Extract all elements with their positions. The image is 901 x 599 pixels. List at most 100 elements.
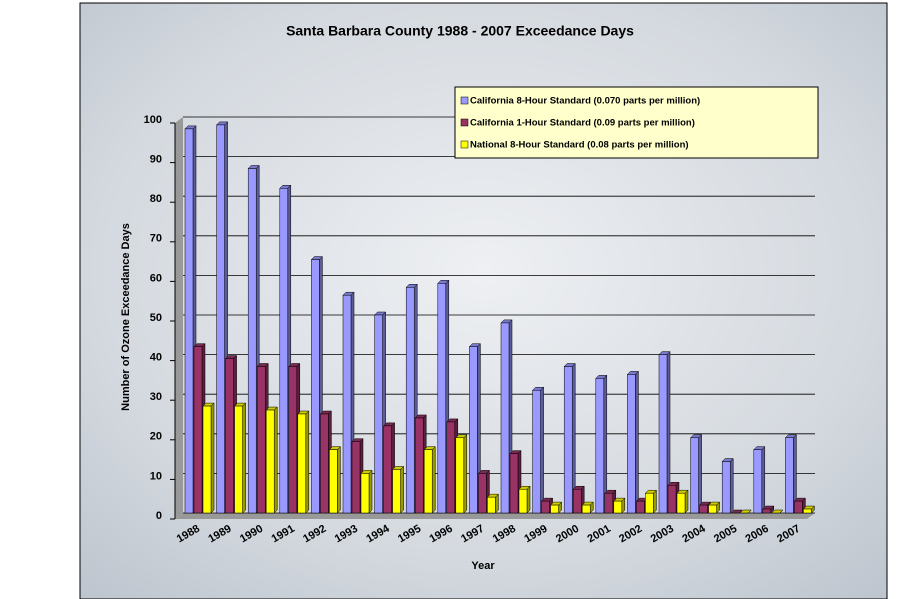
bar xyxy=(518,485,531,514)
bar-face xyxy=(803,508,812,514)
bar xyxy=(549,501,563,514)
bar-face xyxy=(684,489,689,514)
bar-face xyxy=(469,346,478,514)
bar-face xyxy=(708,504,717,514)
bar-face xyxy=(311,259,320,514)
bar-face xyxy=(526,485,531,514)
bar xyxy=(689,434,703,514)
y-tick-label: 40 xyxy=(150,352,162,364)
bar xyxy=(391,465,405,514)
legend-swatch xyxy=(460,96,469,105)
bar-face xyxy=(518,488,528,514)
bar-face xyxy=(193,346,203,514)
bar-face xyxy=(342,294,352,514)
y-tick-label: 50 xyxy=(150,312,162,324)
bar-face xyxy=(500,322,510,514)
bar-face xyxy=(730,509,743,514)
bar-face xyxy=(509,453,519,514)
y-tick-label: 30 xyxy=(150,391,162,403)
bar-face xyxy=(690,437,699,514)
bar-face xyxy=(785,437,794,514)
bar-face xyxy=(351,441,361,514)
y-tick-label: 100 xyxy=(144,114,162,126)
bar-face xyxy=(540,386,544,514)
bar-face xyxy=(446,421,456,514)
bar-face xyxy=(762,508,772,514)
bar-face xyxy=(572,488,582,514)
bar-face xyxy=(721,461,731,514)
y-tick-label: 70 xyxy=(150,233,162,245)
bar-face xyxy=(550,504,559,514)
bar xyxy=(784,434,798,514)
bar xyxy=(265,406,278,514)
bar-face xyxy=(305,410,310,514)
bar xyxy=(297,410,310,514)
bar-face xyxy=(604,492,614,514)
bar-face xyxy=(667,485,677,514)
bar-face xyxy=(794,500,803,514)
bar-face xyxy=(400,465,404,514)
bar xyxy=(771,509,784,514)
bar-face xyxy=(265,409,275,514)
y-tick-label: 10 xyxy=(150,470,162,482)
bar-face xyxy=(297,413,307,514)
bar-face xyxy=(613,500,623,514)
bar-face xyxy=(636,500,645,514)
bar-face xyxy=(653,489,657,514)
bar-face xyxy=(581,504,591,514)
legend-swatch xyxy=(460,118,469,127)
bar-face xyxy=(532,389,541,514)
y-tick-label: 80 xyxy=(150,193,162,205)
bar-face xyxy=(383,425,392,514)
bar-face xyxy=(431,446,436,514)
bar-face xyxy=(478,473,487,514)
bar xyxy=(360,469,373,514)
bar xyxy=(739,509,752,514)
bar xyxy=(753,446,766,514)
bar-face xyxy=(210,402,215,514)
bar-face xyxy=(698,434,702,514)
legend-label: California 8-Hour Standard (0.070 parts … xyxy=(470,96,700,107)
y-axis-label: Number of Ozone Exceedance Days xyxy=(120,223,132,411)
legend-swatch xyxy=(460,140,469,149)
bar-face xyxy=(753,449,763,514)
bar-face xyxy=(563,366,573,514)
x-axis-label: Year xyxy=(471,560,495,572)
bar-face xyxy=(771,509,784,514)
bar-face xyxy=(676,492,686,514)
bar-face xyxy=(635,370,639,514)
bar-face xyxy=(273,406,278,514)
bar-face xyxy=(487,496,496,514)
bar-face xyxy=(541,500,550,514)
bar xyxy=(644,489,658,514)
bar-face xyxy=(392,469,401,514)
legend-label: California 1-Hour Standard (0.09 parts p… xyxy=(470,118,695,129)
bar xyxy=(468,343,482,514)
legend-label: National 8-Hour Standard (0.08 parts per… xyxy=(470,140,689,151)
floor xyxy=(175,513,815,519)
bar-face xyxy=(423,449,433,514)
bar-face xyxy=(329,449,338,514)
bar xyxy=(802,505,816,514)
bar-face xyxy=(761,446,766,514)
bar xyxy=(762,505,775,514)
bar xyxy=(707,501,721,514)
bar-face xyxy=(247,168,257,514)
bar-face xyxy=(455,437,465,514)
side-wall xyxy=(175,117,183,519)
bar xyxy=(595,374,608,514)
bar-face xyxy=(279,188,289,514)
bar xyxy=(721,457,734,514)
bar xyxy=(730,509,743,514)
y-tick-label: 60 xyxy=(150,272,162,284)
bar xyxy=(328,446,342,514)
bar xyxy=(531,386,545,514)
bar-face xyxy=(627,374,636,514)
bar-face xyxy=(739,509,752,514)
bar-face xyxy=(202,405,212,514)
y-tick-label: 20 xyxy=(150,431,162,443)
bar-face xyxy=(699,504,708,514)
bar-face xyxy=(405,287,415,514)
bar xyxy=(233,402,247,514)
y-tick-label: 0 xyxy=(156,510,162,522)
